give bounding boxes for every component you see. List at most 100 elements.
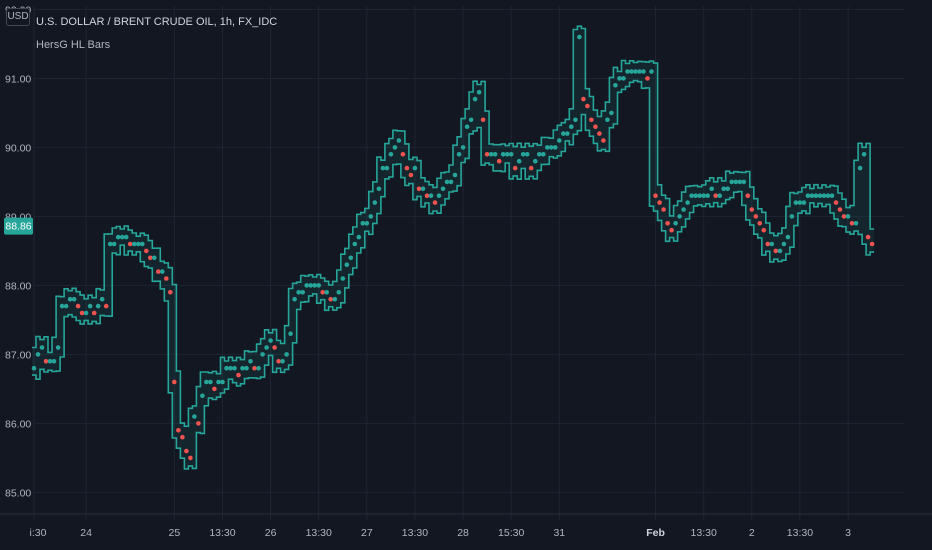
bar-dot [456,152,462,157]
bar-dot [144,248,149,254]
bar-dot [657,200,662,205]
bar-dot [472,96,478,102]
bar-dot [384,165,390,171]
bar-dot [95,303,101,309]
bar-dot [821,193,827,198]
bar-dot [192,414,197,419]
bar-dot [717,193,722,198]
bar-dot [813,193,819,198]
bar-dot [520,152,526,157]
x-tick-label: 13:30 [402,527,428,539]
bar-dot [593,124,598,129]
bar-dot [224,365,229,371]
bar-dot [244,365,249,371]
symbol-title[interactable]: U.S. DOLLAR / BRENT CRUDE OIL, 1h, FX_ID… [36,16,278,28]
bar-dot [733,179,739,185]
y-tick-label: 87.00 [5,349,31,361]
bar-dot [280,359,285,364]
bar-dot [761,227,767,233]
bar-dot [669,227,674,233]
x-tick-label: 24 [80,527,92,539]
bar-dot [585,103,590,109]
bar-dot [172,379,177,385]
bar-dot [797,200,803,205]
bar-dot [869,241,875,247]
bar-dot [428,193,434,198]
bar-dot [757,221,763,226]
bar-dot [296,290,302,295]
bar-dot [777,248,783,254]
bar-dot [276,359,281,364]
bar-dot [508,152,514,157]
bar-dot [272,345,277,350]
bar-dot [55,345,61,350]
indicator-label[interactable]: HersG HL Bars [36,39,111,51]
bar-dot [168,290,173,295]
bar-dot [837,207,843,212]
bar-dot [115,234,121,240]
bar-dot [589,117,594,123]
chart-grid [33,6,905,520]
x-axis: i:30 24 25 13:30 26 13:30 27 13:30 28 15:30 31 Feb 1… [0,513,932,539]
bar-dot [380,165,386,171]
bar-dot [785,234,791,240]
bar-dot [344,262,350,268]
bar-dot [204,379,209,385]
bar-dot [260,352,265,357]
bar-dot [649,69,654,74]
bar-dot [220,379,225,385]
bar-dot [320,290,326,295]
bar-dot [645,76,650,81]
bar-dot [805,193,811,198]
bar-dot [348,255,354,261]
bar-dot [119,234,125,240]
bar-dot [713,193,718,198]
bar-dot [464,124,470,129]
last-price-badge [4,217,33,235]
bar-dot [545,145,550,150]
bar-dot [452,172,458,178]
bar-dot [372,200,378,205]
bar-dot [412,165,418,171]
bar-dot [31,365,37,371]
bar-dot [336,290,342,295]
bar-dot [424,193,430,198]
bar-dot [737,179,743,185]
bar-dot [368,214,374,219]
bar-dot [601,138,606,143]
bar-dot [308,283,314,288]
bar-dot [127,241,133,247]
bar-dot [745,193,751,198]
bar-dot [304,283,310,288]
chart-legend: U.S. DOLLAR / BRENT CRUDE OIL, 1h, FX_ID… [36,16,277,52]
bar-dot [444,179,450,185]
bar-dot [67,296,73,302]
bar-dot [641,69,646,74]
bar-dot [661,207,666,212]
bar-dot [553,145,558,150]
bar-dot [436,193,442,198]
bar-dot [232,365,237,371]
bar-dot [633,69,638,74]
bar-dot [609,110,614,116]
bar-dot [685,200,690,205]
last-price-value: 88.86 [5,221,31,233]
bar-dot [284,352,289,357]
bar-dot [152,255,157,261]
bar-dot [103,303,109,309]
bar-dot [352,241,358,247]
currency-unit-box[interactable]: USD [6,8,30,26]
last-price-label: 88.86 [4,217,33,235]
bar-dot [533,158,538,164]
bar-dot [528,165,534,171]
bar-dot [79,310,85,316]
bar-dot [709,186,714,192]
x-tick-label: Feb [646,527,665,539]
bar-dot [440,186,446,192]
bar-dot [312,283,318,288]
bar-dot [316,283,322,288]
bar-dot [432,200,438,205]
bar-dot [408,172,414,178]
bar-dot [392,145,398,150]
